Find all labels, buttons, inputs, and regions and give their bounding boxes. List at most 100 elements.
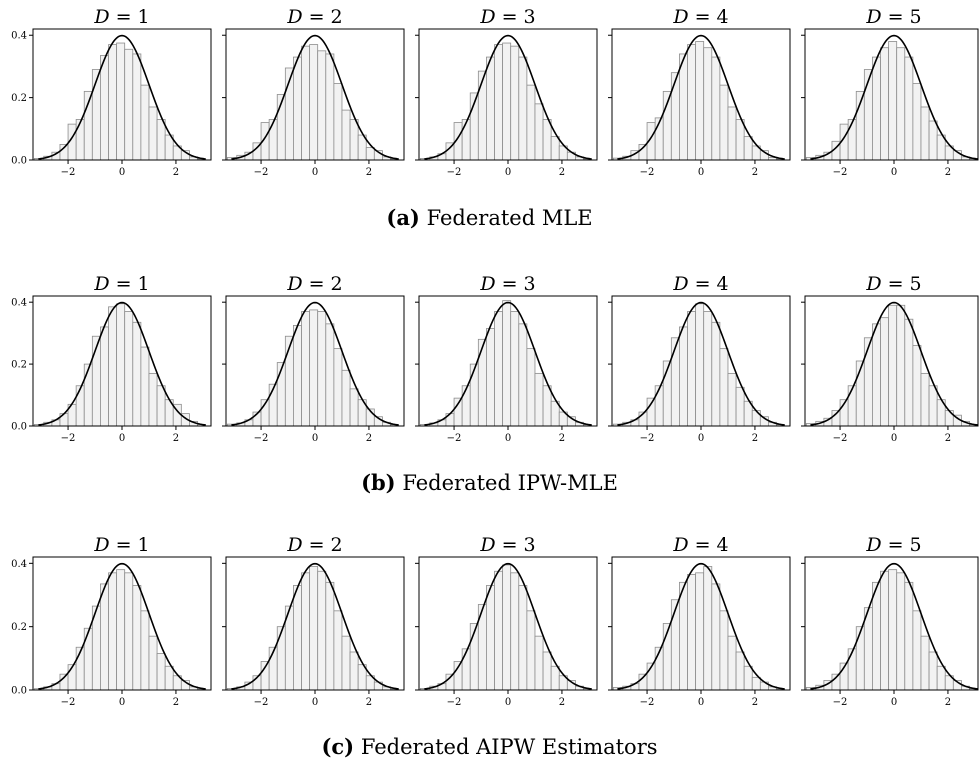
histogram-bar xyxy=(534,372,544,426)
histogram-bar xyxy=(349,651,359,690)
y-tick-label: 0.2 xyxy=(11,93,27,104)
density-curve xyxy=(424,301,592,426)
panel-title: D = 3 xyxy=(479,6,535,28)
histogram-bar xyxy=(148,372,158,426)
y-tick-label: 0.2 xyxy=(11,360,27,371)
x-tick-label: 2 xyxy=(752,167,758,178)
histogram-bar xyxy=(108,306,118,426)
histogram-bar xyxy=(494,570,504,690)
histogram-bar xyxy=(518,323,528,426)
x-tick-label: 0 xyxy=(119,433,125,444)
density-curve xyxy=(38,34,206,160)
histogram-bar xyxy=(687,311,697,426)
row-c-panel-4-plot-area xyxy=(612,562,786,690)
histogram-bar xyxy=(502,42,512,160)
panel-title: D = 3 xyxy=(479,534,535,556)
histogram-bar xyxy=(711,321,721,426)
histogram-bar xyxy=(526,84,536,160)
x-tick-label: 0 xyxy=(505,697,511,708)
x-tick-label: 0 xyxy=(119,167,125,178)
histogram-bar xyxy=(542,651,552,690)
histogram-bar xyxy=(486,585,495,690)
histogram-bar xyxy=(928,385,938,426)
histogram-bar xyxy=(349,119,359,160)
panel-title: D = 5 xyxy=(865,534,921,556)
histogram-bar xyxy=(896,47,906,160)
histogram-bar xyxy=(461,385,471,426)
histogram-bar xyxy=(317,570,327,690)
row-c-panel-3-plot-area xyxy=(419,562,593,690)
row-b-panel-3-plot-area xyxy=(419,300,593,426)
density-curve xyxy=(810,301,978,426)
density-curve xyxy=(38,301,206,426)
row-a-panel-3-plot-area xyxy=(419,34,593,160)
histogram-bar xyxy=(494,44,504,160)
histogram-bar xyxy=(164,665,174,690)
row-c-panel-3: −2 0 2 D = 3 xyxy=(415,534,598,708)
histogram-bar xyxy=(276,362,286,426)
panel-title: D = 2 xyxy=(286,6,342,28)
density-curve xyxy=(810,34,978,160)
histogram-bar xyxy=(920,372,930,426)
density-curve xyxy=(231,562,399,690)
density-curve xyxy=(617,34,785,160)
row-b-panel-5: −2 0 2 D = 5 xyxy=(801,273,979,444)
histogram-bar xyxy=(301,572,311,690)
panel-title: D = 4 xyxy=(672,534,728,556)
histogram-bar xyxy=(679,53,688,160)
histogram-bar xyxy=(317,311,327,426)
histogram-bar xyxy=(486,328,495,426)
row-a-panel-5: −2 0 2 D = 5 xyxy=(801,6,979,178)
x-tick-label: 2 xyxy=(173,697,179,708)
histogram-bar xyxy=(148,106,158,160)
density-curve xyxy=(617,301,785,426)
x-tick-label: 0 xyxy=(312,697,318,708)
row-c-panel-1-plot-area xyxy=(33,562,207,690)
panel-title: D = 3 xyxy=(479,273,535,295)
histogram-bar xyxy=(461,648,471,690)
histogram-bar xyxy=(349,388,359,426)
x-tick-label: −2 xyxy=(640,697,655,708)
histogram-bar xyxy=(83,363,93,426)
histogram-bar xyxy=(534,103,544,160)
histogram-bar xyxy=(100,326,109,426)
histogram-bar xyxy=(872,56,881,160)
x-tick-label: 0 xyxy=(312,167,318,178)
histogram-bar xyxy=(293,585,302,690)
x-tick-label: 0 xyxy=(891,697,897,708)
row-b-panel-4-plot-area xyxy=(612,301,786,426)
axes-frame xyxy=(804,295,979,427)
histogram-bar xyxy=(920,635,930,690)
histogram-bar xyxy=(486,56,495,160)
histogram-bar xyxy=(317,50,327,160)
caption-a: (a) Federated MLE xyxy=(0,205,979,230)
panel-title: D = 4 xyxy=(672,273,728,295)
histogram-bar xyxy=(670,599,680,690)
row-c-panel-5-plot-area xyxy=(805,562,978,690)
histogram-bar xyxy=(719,84,729,160)
histogram-bar xyxy=(880,570,890,690)
histogram-bar xyxy=(896,572,906,690)
panel-title: D = 1 xyxy=(93,273,149,295)
histogram-bar xyxy=(912,83,922,160)
x-tick-label: 2 xyxy=(945,167,951,178)
histogram-bar xyxy=(116,569,126,690)
histogram-bar xyxy=(75,119,85,160)
caption-b: (b) Federated IPW-MLE xyxy=(0,470,979,495)
histogram-bar xyxy=(872,581,881,690)
histogram-bar xyxy=(711,56,721,160)
histogram-bar xyxy=(855,626,865,690)
histogram-bar xyxy=(156,385,166,426)
histogram-bar xyxy=(888,41,898,160)
x-tick-label: −2 xyxy=(447,433,462,444)
histogram-bar xyxy=(912,345,922,426)
x-tick-label: −2 xyxy=(640,433,655,444)
histogram-bar xyxy=(341,369,351,426)
histogram-bar xyxy=(695,303,705,426)
histogram-bar xyxy=(727,106,737,160)
density-curve xyxy=(38,562,206,690)
histogram-bar xyxy=(293,56,302,160)
histogram-bar xyxy=(518,585,528,690)
histogram-bar xyxy=(847,119,857,160)
histogram-bar xyxy=(847,648,857,690)
